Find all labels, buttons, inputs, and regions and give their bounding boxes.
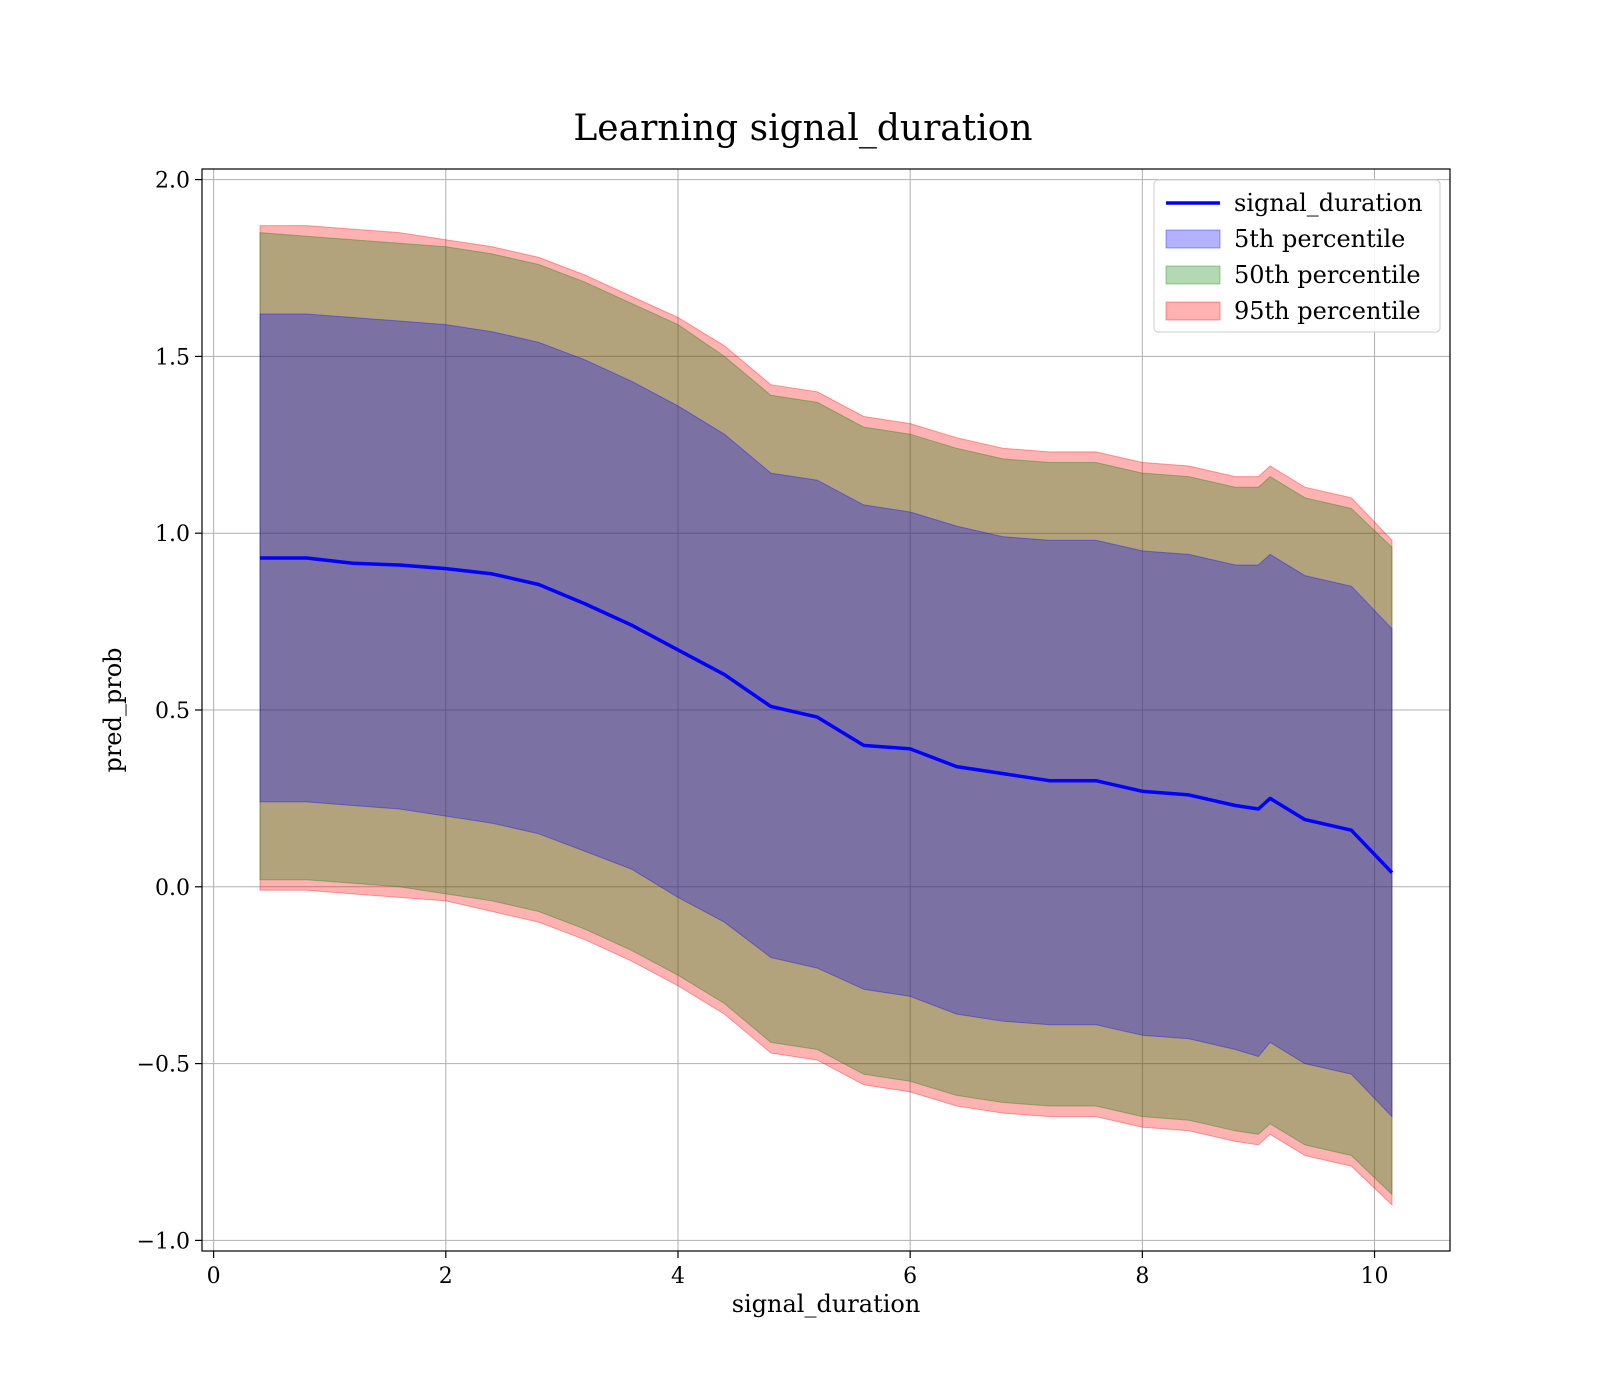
legend-band-swatch	[1165, 229, 1221, 249]
x-tick-label: 6	[903, 1264, 917, 1289]
chart-title: Learning signal_duration	[573, 108, 1032, 149]
x-tick-label: 4	[671, 1264, 685, 1289]
y-axis-label: pred_prob	[99, 647, 127, 772]
series-lines	[260, 556, 1394, 874]
x-axis-label: signal_duration	[732, 1290, 921, 1318]
x-tick-label: 0	[207, 1264, 221, 1289]
legend-label: 50th percentile	[1234, 261, 1421, 289]
legend-band-swatch	[1165, 301, 1221, 321]
legend-box	[1153, 179, 1441, 333]
legend: signal_duration 5th percentile 50th percen…	[1153, 179, 1441, 333]
y-tick-label: 1.0	[155, 522, 190, 547]
y-tick-label: 0.0	[155, 876, 190, 901]
50th-percentile-band	[259, 232, 1393, 1196]
y-tick-label: 0.5	[155, 699, 190, 724]
y-tick-label: −1.0	[137, 1229, 190, 1254]
legend-label: 5th percentile	[1234, 225, 1405, 253]
legend-label: signal_duration	[1234, 189, 1423, 217]
x-tick-label: 10	[1361, 1264, 1389, 1289]
x-tick-label: 2	[439, 1264, 453, 1289]
legend-band-swatch	[1165, 265, 1221, 285]
percentile-bands	[259, 225, 1393, 1207]
y-tick-label: 1.5	[155, 345, 190, 370]
95th-percentile-band	[259, 225, 1393, 1207]
x-tick-label: 8	[1135, 1264, 1149, 1289]
x-axis-ticks: 0 2 4 6 8 10	[207, 1251, 1389, 1289]
y-axis-ticks: −1.0 −0.5 0.0 0.5 1.0 1.5 2.0	[137, 169, 202, 1254]
5th-percentile-band	[259, 313, 1393, 1118]
y-tick-label: −0.5	[137, 1053, 190, 1078]
legend-label: 95th percentile	[1234, 297, 1421, 325]
y-tick-label: 2.0	[155, 169, 190, 194]
series-line-signal-duration	[260, 556, 1394, 874]
